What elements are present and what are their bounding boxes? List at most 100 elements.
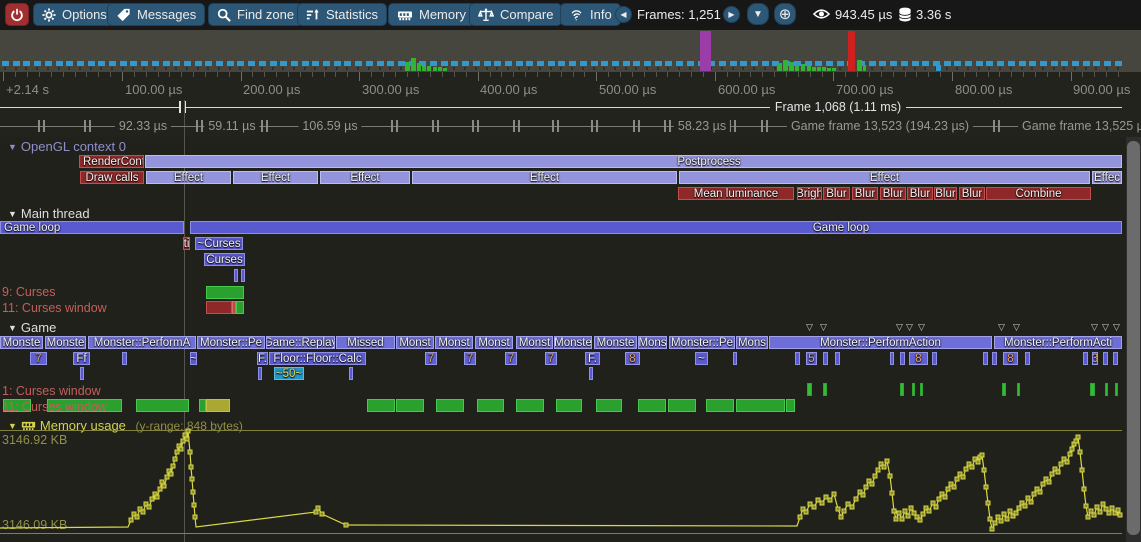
next-frame-button[interactable]: ▶	[723, 6, 740, 23]
zone-bar[interactable]: Postprocess	[145, 155, 1122, 168]
find-zone-button[interactable]: Find zone	[208, 3, 304, 26]
zone-bar[interactable]	[932, 352, 937, 365]
options-button[interactable]: Options	[33, 3, 116, 26]
frame-dash[interactable]	[515, 61, 523, 66]
zone-bar[interactable]: Monst	[435, 336, 473, 349]
frame-bar[interactable]	[848, 31, 855, 71]
zone-bar[interactable]: Effect	[320, 171, 410, 184]
zone-bar[interactable]: ~	[190, 352, 197, 365]
zone-bar[interactable]	[3, 399, 31, 412]
zone-bar[interactable]: Blur	[880, 187, 906, 200]
zone-bar[interactable]: 8	[909, 352, 928, 365]
frame-bar[interactable]	[438, 67, 442, 71]
frame-dash[interactable]	[504, 61, 512, 66]
frame-dash[interactable]	[729, 61, 737, 66]
frame-dash[interactable]	[323, 61, 330, 66]
frame-dash[interactable]	[590, 61, 598, 66]
frame-dash[interactable]	[911, 61, 919, 66]
frame-dash[interactable]	[1104, 61, 1112, 66]
zone-bar[interactable]: Blur	[823, 187, 850, 200]
zone-bar[interactable]: Missed	[336, 336, 395, 349]
zone-bar[interactable]	[1002, 383, 1006, 396]
frame-dash[interactable]	[718, 61, 726, 66]
zone-bar[interactable]: Combine	[986, 187, 1091, 200]
zone-bar[interactable]: ~Curses	[195, 237, 243, 250]
frame-dash[interactable]	[1018, 61, 1026, 66]
message-marker-icon[interactable]: ▽	[1013, 322, 1020, 332]
frame-dash[interactable]	[1093, 61, 1101, 66]
frame-dash[interactable]	[12, 61, 20, 66]
message-marker-icon[interactable]: ▽	[806, 322, 813, 332]
zone-bar[interactable]: 7	[30, 352, 47, 365]
zone-bar[interactable]	[596, 399, 622, 412]
frame-dash[interactable]	[547, 61, 555, 66]
frame-dash[interactable]	[109, 61, 116, 66]
frame-dash[interactable]	[397, 61, 405, 66]
goto-frame-button[interactable]: ⊕	[774, 3, 796, 25]
frame-dash[interactable]	[87, 61, 95, 66]
zone-bar[interactable]: Brigh	[797, 187, 822, 200]
frame-bar[interactable]	[700, 31, 711, 71]
zone-bar[interactable]	[556, 399, 582, 412]
zone-bar[interactable]	[199, 399, 206, 412]
frame-dash[interactable]	[922, 61, 930, 66]
section-memory-header[interactable]: ▼ Memory usage (y-range: 848 bytes)	[8, 418, 243, 433]
frame-bar[interactable]	[807, 66, 811, 71]
zone-bar[interactable]: Monste	[0, 336, 43, 349]
frame-bar[interactable]	[863, 65, 866, 71]
frame-dash[interactable]	[333, 61, 341, 66]
frame-dash[interactable]	[1114, 61, 1122, 66]
zone-bar[interactable]	[1115, 383, 1118, 396]
frame-bar[interactable]	[936, 65, 941, 71]
zone-bar[interactable]: Mons	[638, 336, 667, 349]
zone-bar[interactable]	[706, 399, 734, 412]
zone-bar[interactable]: Blur	[959, 187, 985, 200]
message-marker-icon[interactable]: ▽	[998, 322, 1005, 332]
zone-bar[interactable]	[1090, 383, 1095, 396]
frame-bar[interactable]	[812, 67, 816, 71]
zone-bar[interactable]: 3	[1092, 352, 1098, 365]
zone-bar[interactable]	[1025, 352, 1030, 365]
frame-dash[interactable]	[151, 61, 159, 66]
frame-bar[interactable]	[832, 68, 836, 71]
frame-dash[interactable]	[44, 61, 52, 66]
zone-bar[interactable]	[349, 367, 353, 380]
zone-bar[interactable]: Game::Replay	[266, 336, 335, 349]
zone-bar[interactable]	[241, 269, 245, 282]
zone-bar[interactable]: Monster::Pe	[197, 336, 265, 349]
frame-dash[interactable]	[890, 61, 898, 66]
frame-dash[interactable]	[98, 61, 106, 66]
frame-dash[interactable]	[686, 61, 694, 66]
frame-dash[interactable]	[761, 61, 769, 66]
frame-dash[interactable]	[868, 61, 876, 66]
frame-dash[interactable]	[119, 61, 127, 66]
zone-bar[interactable]: Effec	[1092, 171, 1122, 184]
zone-bar[interactable]: Monste	[554, 336, 592, 349]
frame-dash[interactable]	[344, 61, 352, 66]
zone-bar[interactable]	[900, 383, 904, 396]
zone-bar[interactable]: Blur	[852, 187, 878, 200]
frame-bar[interactable]	[817, 67, 821, 71]
zone-bar[interactable]: Monst	[516, 336, 553, 349]
frame-bar[interactable]	[827, 68, 831, 71]
zone-bar[interactable]: Ff	[73, 352, 90, 365]
zone-bar[interactable]	[795, 352, 800, 365]
frame-dash[interactable]	[248, 61, 256, 66]
zone-bar[interactable]	[234, 269, 238, 282]
zone-bar[interactable]: 7	[425, 352, 437, 365]
frame-dash[interactable]	[173, 61, 181, 66]
plot-row-label[interactable]: 11: Curses window	[2, 301, 107, 315]
zone-bar[interactable]: ~	[695, 352, 708, 365]
zone-bar[interactable]	[206, 301, 232, 314]
zone-bar[interactable]: 8	[625, 352, 640, 365]
frame-dash[interactable]	[162, 61, 170, 66]
zone-bar[interactable]	[589, 367, 593, 380]
frame-dash[interactable]	[290, 61, 298, 66]
frame-dash[interactable]	[1061, 61, 1069, 66]
frame-dash[interactable]	[494, 61, 502, 66]
section-game-header[interactable]: ▼ Game	[8, 320, 56, 335]
zone-bar[interactable]	[733, 352, 737, 365]
zone-bar[interactable]	[367, 399, 395, 412]
zone-bar[interactable]	[736, 399, 785, 412]
frame-dash[interactable]	[66, 61, 74, 66]
